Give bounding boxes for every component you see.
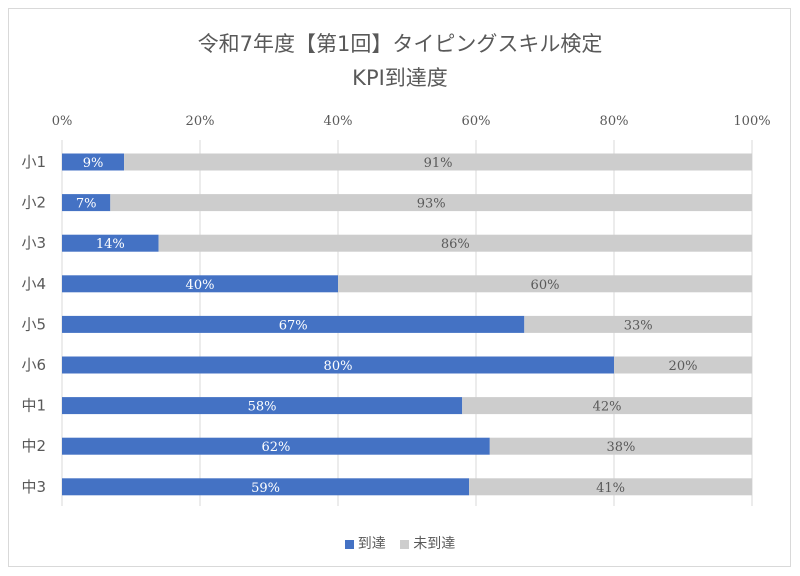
bar-reached [62, 478, 470, 496]
x-tick-label: 100% [733, 114, 770, 129]
legend-label: 到達 [357, 536, 386, 552]
bar-not-reached [110, 194, 753, 212]
category-label: 中2 [21, 437, 46, 455]
data-label: 7% [76, 197, 97, 212]
bar-reached [62, 153, 125, 171]
bar-reached [62, 194, 111, 212]
data-label: 59% [251, 481, 280, 496]
data-label: 60% [531, 278, 560, 293]
x-tick-label: 80% [600, 114, 629, 129]
data-label: 58% [248, 400, 277, 415]
legend-item-reached: 到達 [344, 536, 386, 552]
data-label: 14% [96, 237, 125, 252]
data-label: 67% [279, 318, 308, 333]
bar-reached [62, 397, 463, 415]
data-label: 41% [596, 481, 625, 496]
category-label: 中1 [21, 397, 46, 415]
legend-swatch [344, 539, 354, 549]
x-tick-label: 20% [186, 114, 215, 129]
x-tick-label: 40% [324, 114, 353, 129]
category-label: 小3 [21, 234, 46, 252]
x-tick-label: 0% [52, 114, 73, 129]
data-label: 62% [261, 440, 290, 455]
category-label: 小6 [21, 356, 46, 374]
bar-not-reached [158, 234, 753, 252]
bar-reached [62, 356, 614, 374]
data-label: 20% [669, 359, 698, 374]
category-label: 小1 [21, 153, 46, 171]
bar-reached [62, 234, 159, 252]
bar-not-reached [338, 275, 752, 293]
bar-not-reached [469, 478, 752, 496]
bar-reached [62, 275, 338, 293]
category-label: 小4 [21, 275, 46, 293]
bar-not-reached [124, 153, 753, 171]
chart-subtitle: KPI到達度 [352, 66, 448, 90]
legend-item-not-reached: 未到達 [400, 536, 455, 552]
category-label: 小5 [21, 315, 46, 333]
chart-title: 令和7年度【第1回】タイピングスキル検定 [197, 32, 603, 56]
data-label: 42% [593, 400, 622, 415]
bar-reached [62, 315, 525, 333]
bar-reached [62, 437, 490, 455]
data-label: 86% [441, 237, 470, 252]
data-label: 38% [606, 440, 635, 455]
chart-frame [8, 8, 791, 567]
legend-label: 未到達 [413, 536, 456, 552]
category-label: 小2 [21, 194, 46, 212]
data-label: 33% [624, 318, 653, 333]
bar-not-reached [462, 397, 752, 415]
bar-not-reached [614, 356, 752, 374]
data-label: 91% [424, 156, 453, 171]
bar-not-reached [489, 437, 752, 455]
x-tick-label: 60% [462, 114, 491, 129]
category-label: 中3 [21, 478, 46, 496]
data-label: 80% [324, 359, 353, 374]
data-label: 40% [186, 278, 215, 293]
legend: 到達 未到達 [0, 533, 800, 553]
data-label: 93% [417, 197, 446, 212]
legend-swatch [400, 539, 410, 549]
bar-not-reached [524, 315, 752, 333]
data-label: 9% [83, 156, 104, 171]
